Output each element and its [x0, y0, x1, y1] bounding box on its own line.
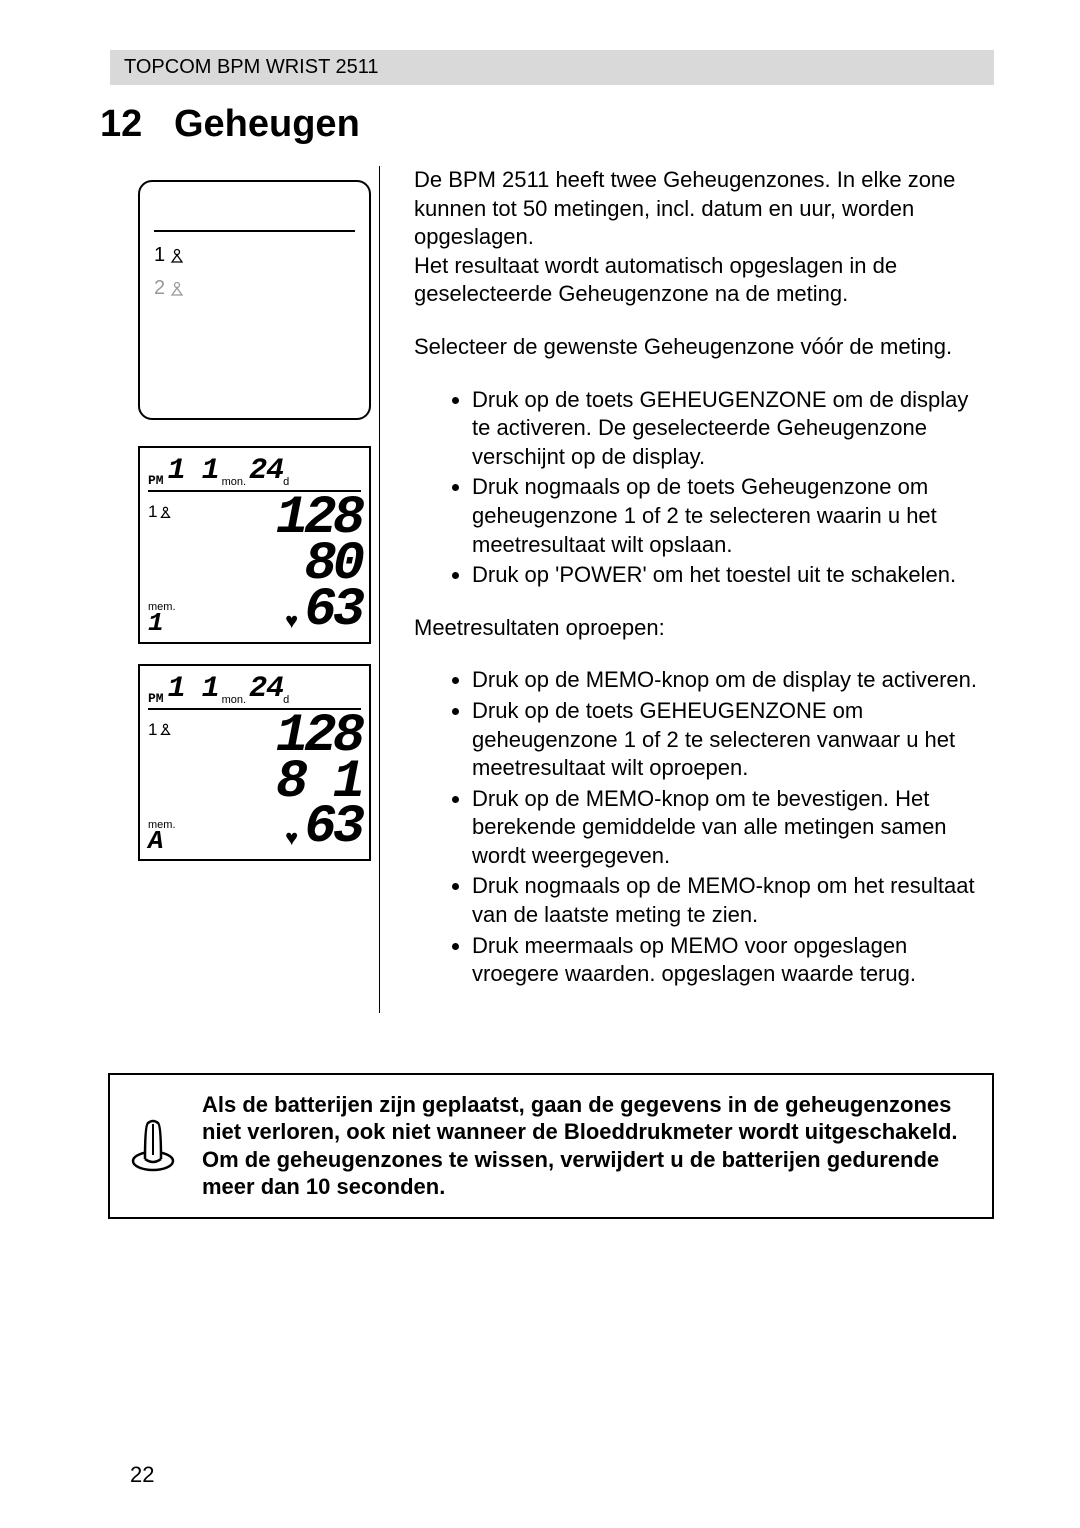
- recall-paragraph: Meetresultaten oproepen:: [414, 614, 990, 643]
- lcd2-hour: 1 1: [168, 454, 219, 488]
- section-number: 12: [100, 103, 142, 145]
- person-icon: [169, 248, 185, 264]
- select-paragraph: Selecteer de gewenste Geheugenzone vóór …: [414, 333, 990, 362]
- note-box: Als de batterijen zijn geplaatst, gaan d…: [108, 1073, 994, 1219]
- list-item: Druk op 'POWER' om het toestel uit te sc…: [472, 561, 990, 590]
- mon-label: mon.: [222, 476, 246, 488]
- person-icon: [159, 506, 172, 519]
- intro-text-1: De BPM 2511 heeft twee Geheugenzones. In…: [414, 167, 955, 249]
- heart-icon: ♥: [285, 825, 298, 851]
- lcd1-zone1: 1: [154, 244, 355, 267]
- pm-label: PM: [148, 691, 164, 706]
- lcd2-zone: 1: [148, 496, 188, 522]
- list-item: Druk nogmaals op de toets Geheugenzone o…: [472, 473, 990, 559]
- mem-number: 1: [148, 613, 188, 634]
- list-item: Druk op de MEMO-knop om te bevestigen. H…: [472, 785, 990, 871]
- page-number: 22: [130, 1462, 154, 1488]
- left-column: 1 2 PM 1 1 mon. 24: [130, 166, 380, 1013]
- note-text: Als de batterijen zijn geplaatst, gaan d…: [202, 1091, 974, 1201]
- note-icon: [128, 1113, 178, 1180]
- right-column: De BPM 2511 heeft twee Geheugenzones. In…: [414, 166, 990, 1013]
- header-bar: TOPCOM BPM WRIST 2511: [110, 50, 994, 85]
- list-item: Druk op de toets GEHEUGENZONE om de disp…: [472, 386, 990, 472]
- heart-icon: ♥: [285, 608, 298, 634]
- lcd3-date: 24: [249, 672, 283, 706]
- lcd3-hour: 1 1: [168, 672, 219, 706]
- product-name: TOPCOM BPM WRIST 2511: [124, 56, 379, 78]
- spacer: [148, 760, 188, 766]
- lcd-display-2: PM 1 1 mon. 24 d 1 128: [138, 446, 371, 644]
- lcd2-mem: mem. 1: [148, 601, 188, 634]
- lcd1-zone2: 2: [154, 277, 355, 300]
- d-label: d: [283, 694, 289, 706]
- lcd3-zone: 1: [148, 714, 188, 740]
- list-item: Druk op de toets GEHEUGENZONE om geheuge…: [472, 697, 990, 783]
- lcd-display-3: PM 1 1 mon. 24 d 1 128: [138, 664, 371, 862]
- lcd2-pulse-row: mem. 1 ♥ 63: [148, 588, 361, 634]
- lcd3-pulse-row: mem. A ♥ 63: [148, 805, 361, 851]
- d-label: d: [283, 476, 289, 488]
- page: TOPCOM BPM WRIST 2511 12 Geheugen 1 2: [0, 0, 1080, 1528]
- lcd2-top-row: PM 1 1 mon. 24 d: [148, 454, 361, 492]
- list-item: Druk op de MEMO-knop om de display te ac…: [472, 666, 990, 695]
- zone1-number: 1: [154, 244, 165, 267]
- lcd2-pulse: 63: [304, 588, 361, 634]
- note-line-2: Om de geheugenzones te wissen, verwijder…: [202, 1147, 939, 1200]
- list-item: Druk meermaals op MEMO voor opgeslagen v…: [472, 932, 990, 989]
- zone-num: 1: [148, 502, 157, 522]
- section-heading: Geheugen: [174, 103, 360, 145]
- zone2-number: 2: [154, 277, 165, 300]
- instruction-list-2: Druk op de MEMO-knop om de display te ac…: [414, 666, 990, 989]
- lcd3-mem: mem. A: [148, 819, 188, 852]
- intro-paragraph: De BPM 2511 heeft twee Geheugenzones. In…: [414, 166, 990, 309]
- intro-text-2: Het resultaat wordt automatisch opgeslag…: [414, 253, 897, 307]
- lcd3-top-row: PM 1 1 mon. 24 d: [148, 672, 361, 710]
- zone-num: 1: [148, 720, 157, 740]
- pm-label: PM: [148, 473, 164, 488]
- person-icon: [159, 723, 172, 736]
- person-icon: [169, 281, 185, 297]
- list-item: Druk nogmaals op de MEMO-knop om het res…: [472, 872, 990, 929]
- instruction-list-1: Druk op de toets GEHEUGENZONE om de disp…: [414, 386, 990, 590]
- note-line-1: Als de batterijen zijn geplaatst, gaan d…: [202, 1092, 958, 1145]
- mon-label: mon.: [222, 694, 246, 706]
- lcd3-pulse: 63: [304, 805, 361, 851]
- mem-number: A: [148, 831, 188, 852]
- lcd-display-1: 1 2: [138, 180, 371, 420]
- content-columns: 1 2 PM 1 1 mon. 24: [130, 166, 990, 1013]
- spacer: [148, 542, 188, 548]
- lcd1-top-blank: [154, 194, 355, 232]
- section-title: 12 Geheugen: [100, 103, 990, 146]
- lcd2-date: 24: [249, 454, 283, 488]
